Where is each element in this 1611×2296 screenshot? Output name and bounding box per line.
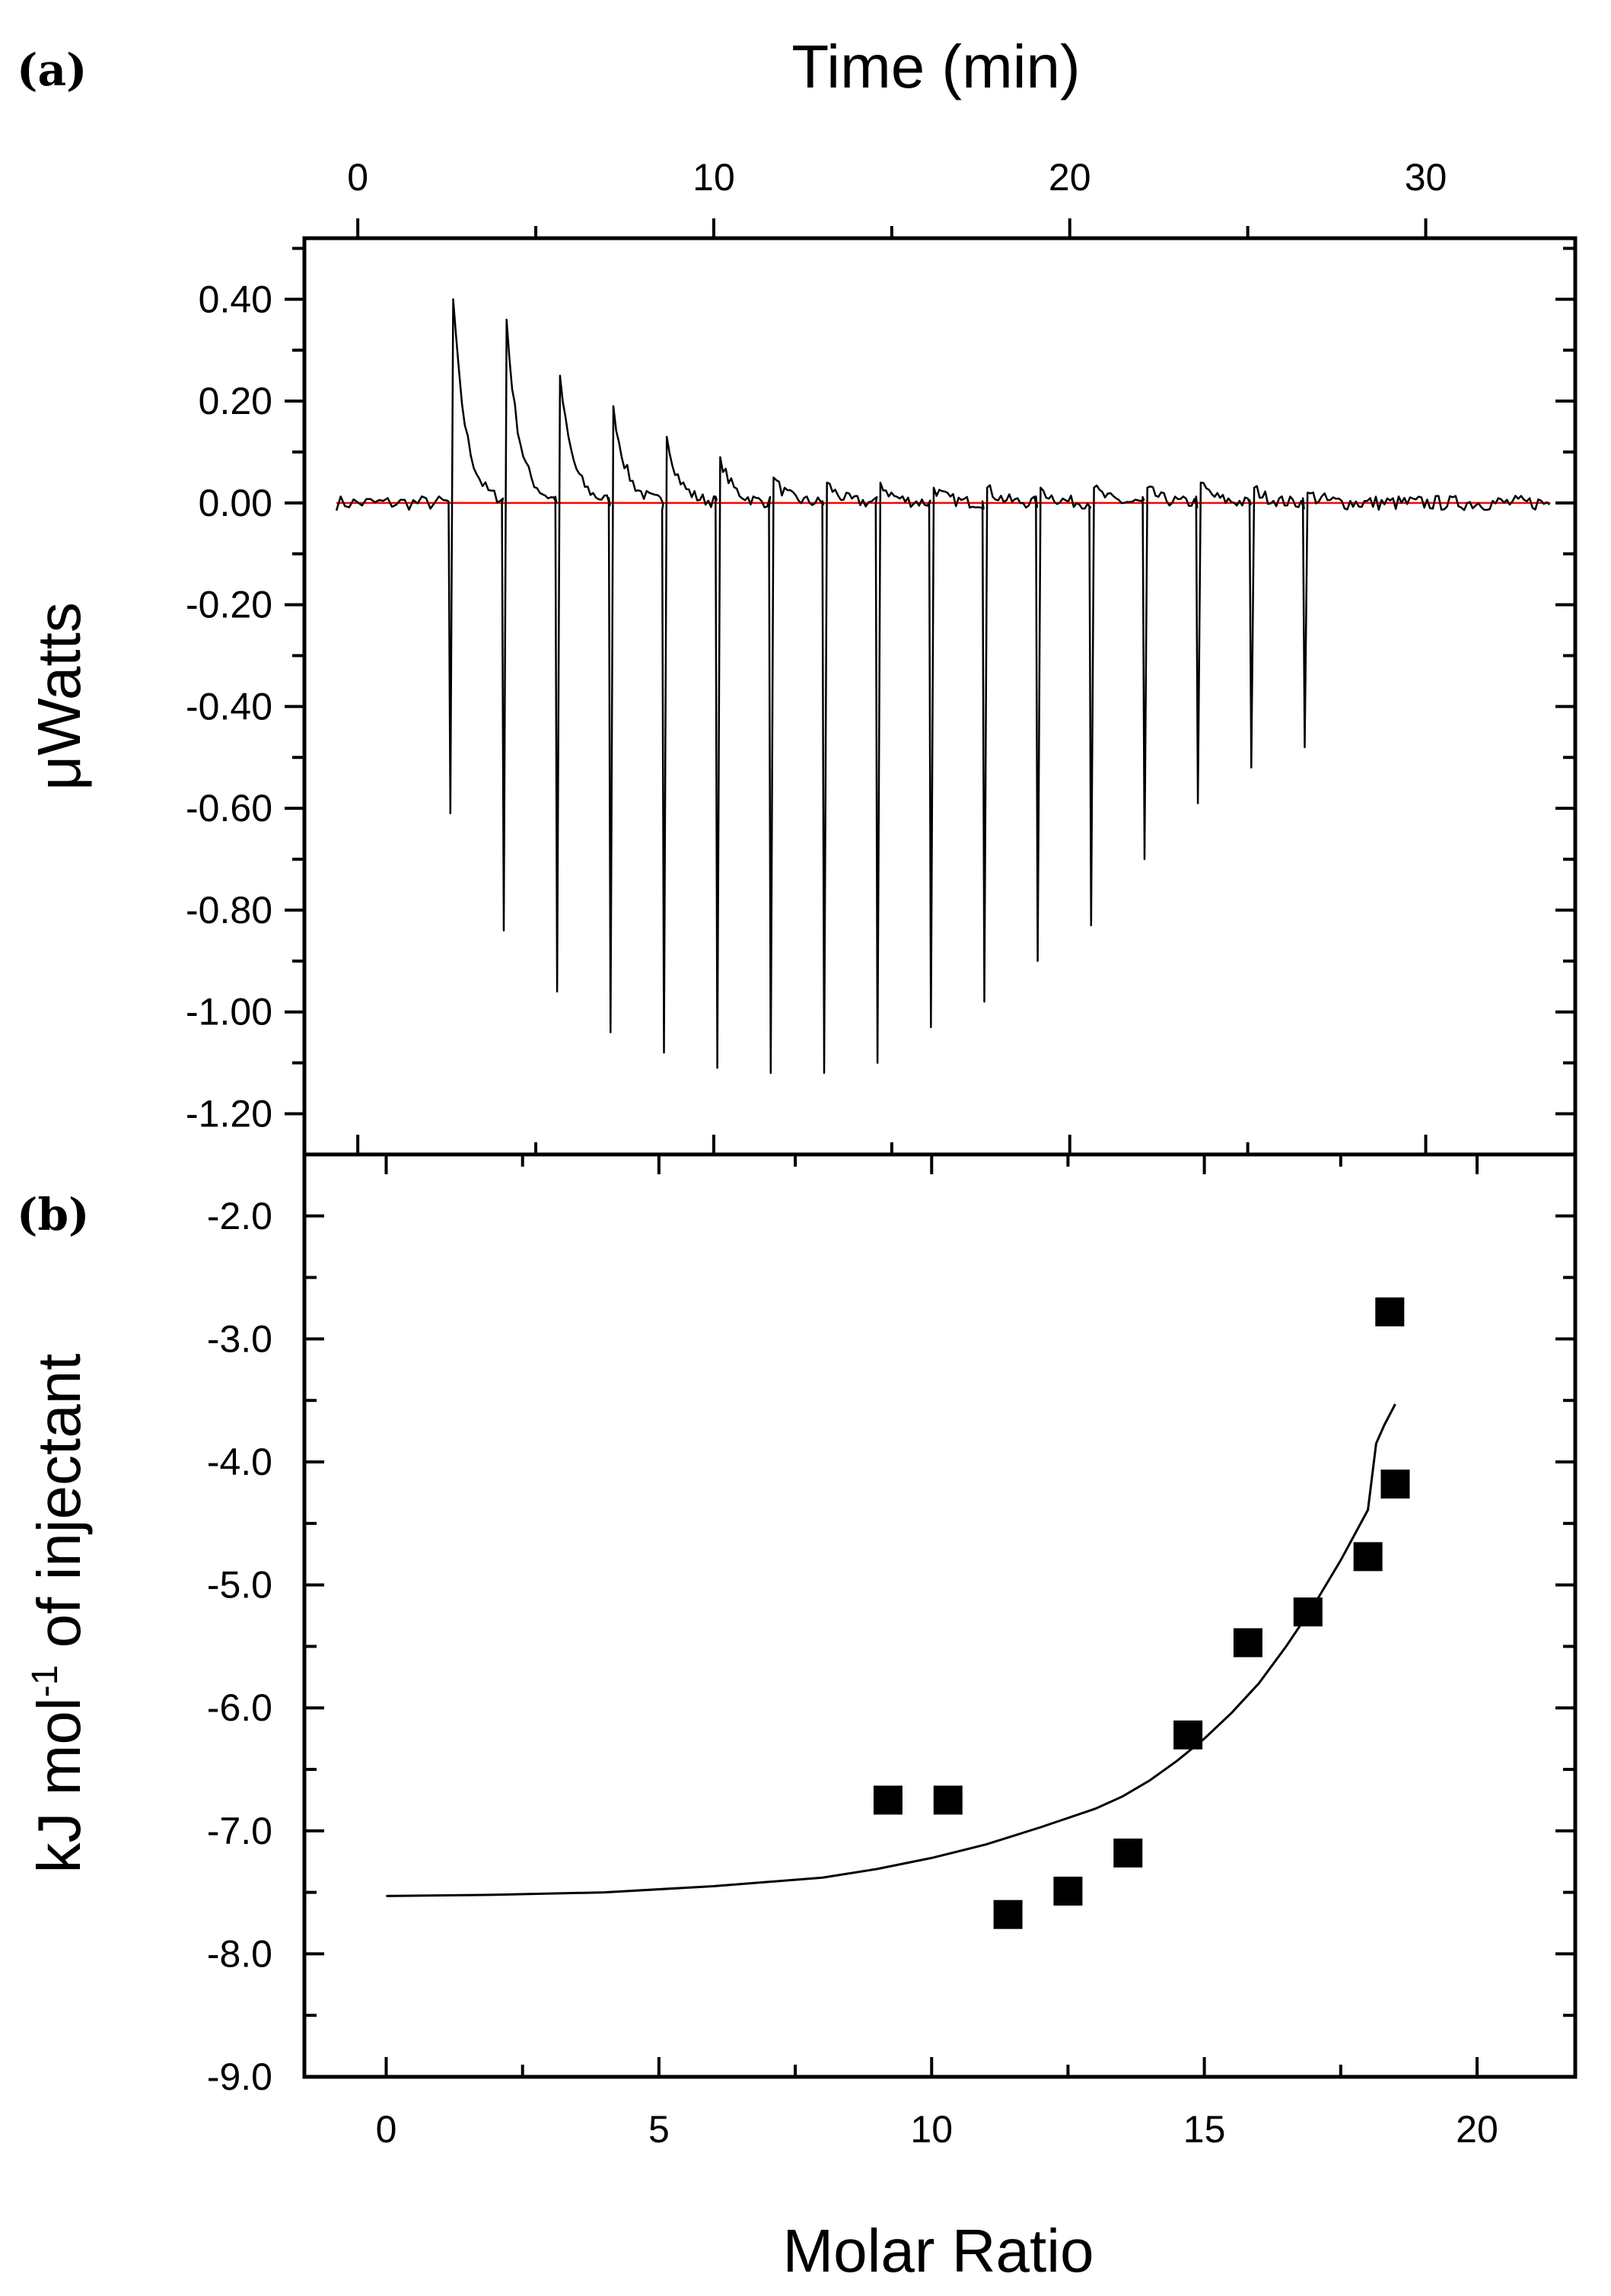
y-tick-label: 0.40 [199,278,272,320]
y-tick-label: -5.0 [207,1564,272,1607]
y-tick-label: -3.0 [207,1317,272,1360]
isotherm-plot-frame [302,1152,1578,2079]
data-point [933,1785,963,1815]
isotherm-y-axis-title: kJ mol-1 of injectant [25,1354,93,1874]
panel-label-b: (b) [17,1189,89,1240]
isotherm-fit-curve [386,1403,1396,1897]
y-tick-label: 0.20 [199,380,272,422]
data-point [1375,1297,1405,1326]
thermogram-y-tick-labels: 0.40 0.20 0.00 -0.20 -0.40 -0.60 -0.80 -1.00 -1.… [186,278,272,1135]
panel-label-a: (a) [17,44,87,96]
y-tick-label: -9.0 [207,2056,272,2098]
data-point [873,1785,903,1815]
y-tick-label: -0.40 [186,685,272,728]
x-tick-label: 20 [1456,2108,1498,2151]
data-point [1173,1720,1203,1750]
isotherm-y-tick-labels: -2.0 -3.0 -4.0 -5.0 -6.0 -7.0 -8.0 -9.0 [207,1195,272,2098]
isotherm-x-axis-title: Molar Ratio [782,2217,1094,2285]
y-tick-label: -0.80 [186,889,272,931]
thermogram-x-axis-title: Time (min) [791,33,1080,100]
y-tick-label: -4.0 [207,1441,272,1483]
x-tick-label: 0 [347,156,368,199]
isotherm-x-tick-labels: 0 5 10 15 20 [376,2108,1498,2151]
thermogram-trace [335,298,1551,1075]
data-point [1053,1876,1083,1906]
y-tick-label: -8.0 [207,1932,272,1975]
y-tick-label: -7.0 [207,1810,272,1852]
y-tick-label: 0.00 [199,482,272,524]
data-point [993,1900,1023,1929]
x-tick-label: 0 [376,2108,397,2151]
data-point [1380,1470,1410,1499]
x-tick-label: 30 [1405,156,1447,199]
x-tick-label: 20 [1049,156,1091,199]
thermogram-panel: Time (min) μWatts 0 10 20 30 0.40 0.20 0.00 -0… [25,33,1578,1157]
x-tick-label: 5 [648,2108,670,2151]
binding-isotherm-panel: Molar Ratio kJ mol-1 of injectant 0 5 10 15… [25,1152,1578,2285]
isotherm-data-points [873,1297,1410,1929]
thermogram-y-axis-title: μWatts [25,602,93,791]
thermogram-plot-frame [302,236,1578,1157]
y-tick-label: -6.0 [207,1686,272,1729]
data-point [1293,1597,1323,1627]
thermogram-ticks [285,218,1575,1154]
thermogram-x-tick-labels: 0 10 20 30 [347,156,1447,199]
y-tick-label: -1.00 [186,991,272,1033]
x-tick-label: 15 [1183,2108,1226,2151]
y-tick-label: -1.20 [186,1092,272,1135]
y-tick-label: -0.60 [186,787,272,830]
y-tick-label: -0.20 [186,584,272,626]
data-point [1233,1628,1262,1658]
data-point [1113,1838,1143,1868]
y-tick-label: -2.0 [207,1195,272,1237]
data-point [1353,1542,1383,1572]
x-tick-label: 10 [910,2108,953,2151]
isotherm-ticks [304,1154,1575,2078]
x-tick-label: 10 [692,156,735,199]
